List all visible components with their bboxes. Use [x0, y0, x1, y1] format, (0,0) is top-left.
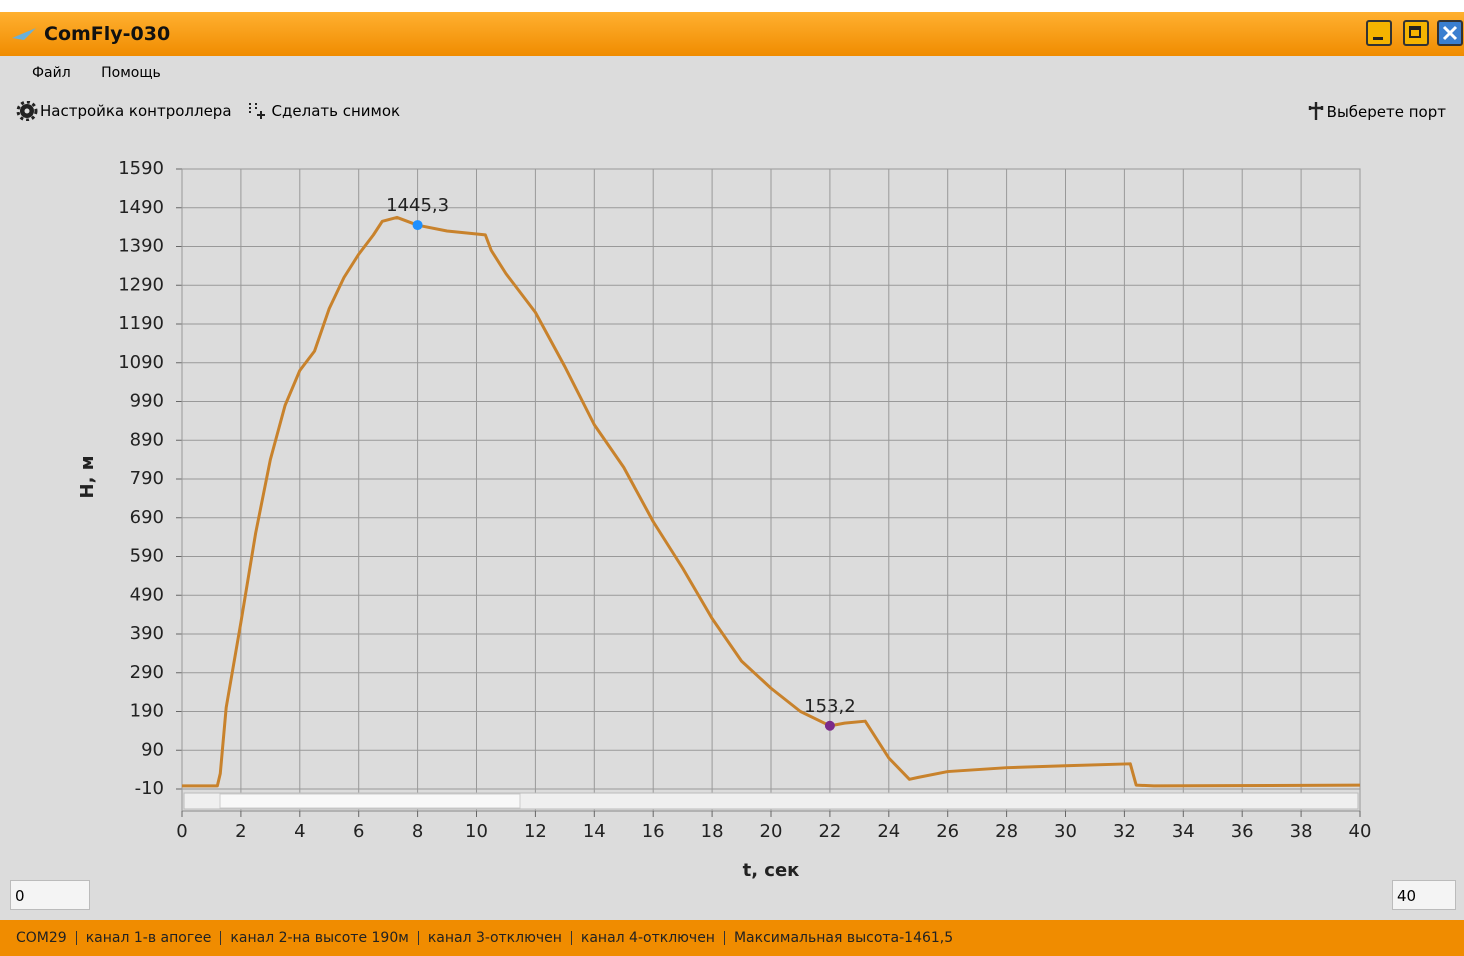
x-tick-label: 34 [1172, 821, 1195, 842]
toolbar: Настройка контроллера Сделать снимок [16, 101, 400, 121]
x-axis-label: t, сек [743, 860, 800, 881]
y-tick-label: 90 [141, 739, 164, 760]
x-tick-label: 16 [642, 821, 665, 842]
window: ComFly-030 Файл Помощь Настройка контрол… [0, 12, 1464, 956]
maximize-button[interactable] [1403, 20, 1429, 46]
y-tick-label: 690 [130, 507, 164, 528]
title-bar: ComFly-030 [0, 12, 1464, 56]
minimize-button[interactable] [1366, 20, 1392, 46]
y-tick-label: 990 [130, 391, 164, 412]
y-tick-label: 790 [130, 468, 164, 489]
scrollbar-thumb [219, 793, 521, 809]
menu-bar: Файл Помощь [32, 65, 187, 81]
status-item: COM29 [16, 930, 67, 946]
status-item: канал 2-на высоте 190м [220, 931, 417, 945]
y-tick-label: 190 [130, 701, 164, 722]
x-tick-label: 12 [524, 821, 547, 842]
y-tick-label: 890 [130, 429, 164, 450]
x-tick-label: 40 [1349, 821, 1372, 842]
gear-icon [16, 101, 38, 121]
port-selector[interactable]: Выберете порт [1305, 101, 1446, 121]
marker [824, 720, 835, 731]
x-tick-label: 20 [760, 821, 783, 842]
x-tick-label: 0 [176, 821, 187, 842]
y-tick-label: 490 [130, 584, 164, 605]
x-tick-label: 2 [235, 821, 246, 842]
marker-label: 1445,3 [386, 195, 449, 216]
data-line [182, 215, 1361, 788]
y-tick-label: 590 [130, 546, 164, 567]
x-tick-label: 10 [465, 821, 488, 842]
y-tick-label: 1590 [118, 158, 164, 179]
chart: -10 90 190 290 390 490 590 690 790 890 990 1090 1190… [77, 158, 1372, 881]
close-icon [1442, 25, 1458, 41]
x-tick-label: 24 [877, 821, 900, 842]
y-tick-label: -10 [135, 778, 164, 799]
toolbar-button[interactable]: Сделать снимок [271, 102, 401, 120]
y-tick-label: 1390 [118, 236, 164, 257]
status-item: Максимальная высота-1461,5 [723, 931, 962, 945]
status-bar: COM29 канал 1-в апогее канал 2-на высоте… [0, 920, 1464, 956]
status-item: канал 1-в апогее [75, 931, 221, 945]
usb-icon [1308, 102, 1323, 120]
x-tick-label: 6 [353, 821, 364, 842]
marker [412, 220, 423, 231]
x-tick-label: 36 [1231, 821, 1254, 842]
y-tick-label: 1290 [118, 274, 164, 295]
x-tick-label: 8 [412, 821, 423, 842]
y-axis-label: H, м [77, 456, 98, 499]
y-tick-label: 1190 [118, 313, 164, 334]
x-tick-label: 30 [1054, 821, 1077, 842]
x-tick-label: 14 [583, 821, 606, 842]
app-icon [12, 28, 36, 40]
status-item: канал 3-отключен [417, 931, 571, 945]
y-tick-label: 390 [130, 623, 164, 644]
y-tick-label: 290 [130, 662, 164, 683]
snapshot-icon [248, 103, 265, 119]
range-start-input[interactable]: 0 [10, 880, 90, 910]
toolbar-button[interactable]: Настройка контроллера [40, 102, 232, 120]
close-button[interactable] [1437, 20, 1463, 46]
port-label: Выберете порт [1326, 103, 1446, 121]
x-tick-label: 18 [701, 821, 724, 842]
menu-item[interactable]: Файл [32, 65, 71, 81]
x-tick-label: 28 [995, 821, 1018, 842]
x-tick-label: 26 [936, 821, 959, 842]
x-tick-label: 32 [1113, 821, 1136, 842]
x-tick-label: 4 [294, 821, 305, 842]
status-item: канал 4-отключен [570, 931, 724, 945]
x-tick-label: 38 [1290, 821, 1313, 842]
y-tick-label: 1090 [118, 352, 164, 373]
marker-label: 153,2 [804, 696, 856, 717]
menu-item[interactable]: Помощь [101, 65, 161, 81]
y-tick-label: 1490 [118, 197, 164, 218]
x-tick-label: 22 [818, 821, 841, 842]
window-title: ComFly-030 [44, 23, 171, 45]
range-end-input[interactable]: 40 [1392, 880, 1456, 910]
